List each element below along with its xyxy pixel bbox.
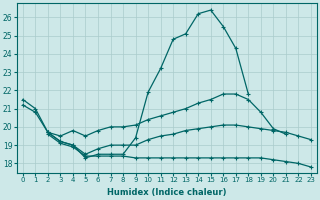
X-axis label: Humidex (Indice chaleur): Humidex (Indice chaleur) [107, 188, 227, 197]
